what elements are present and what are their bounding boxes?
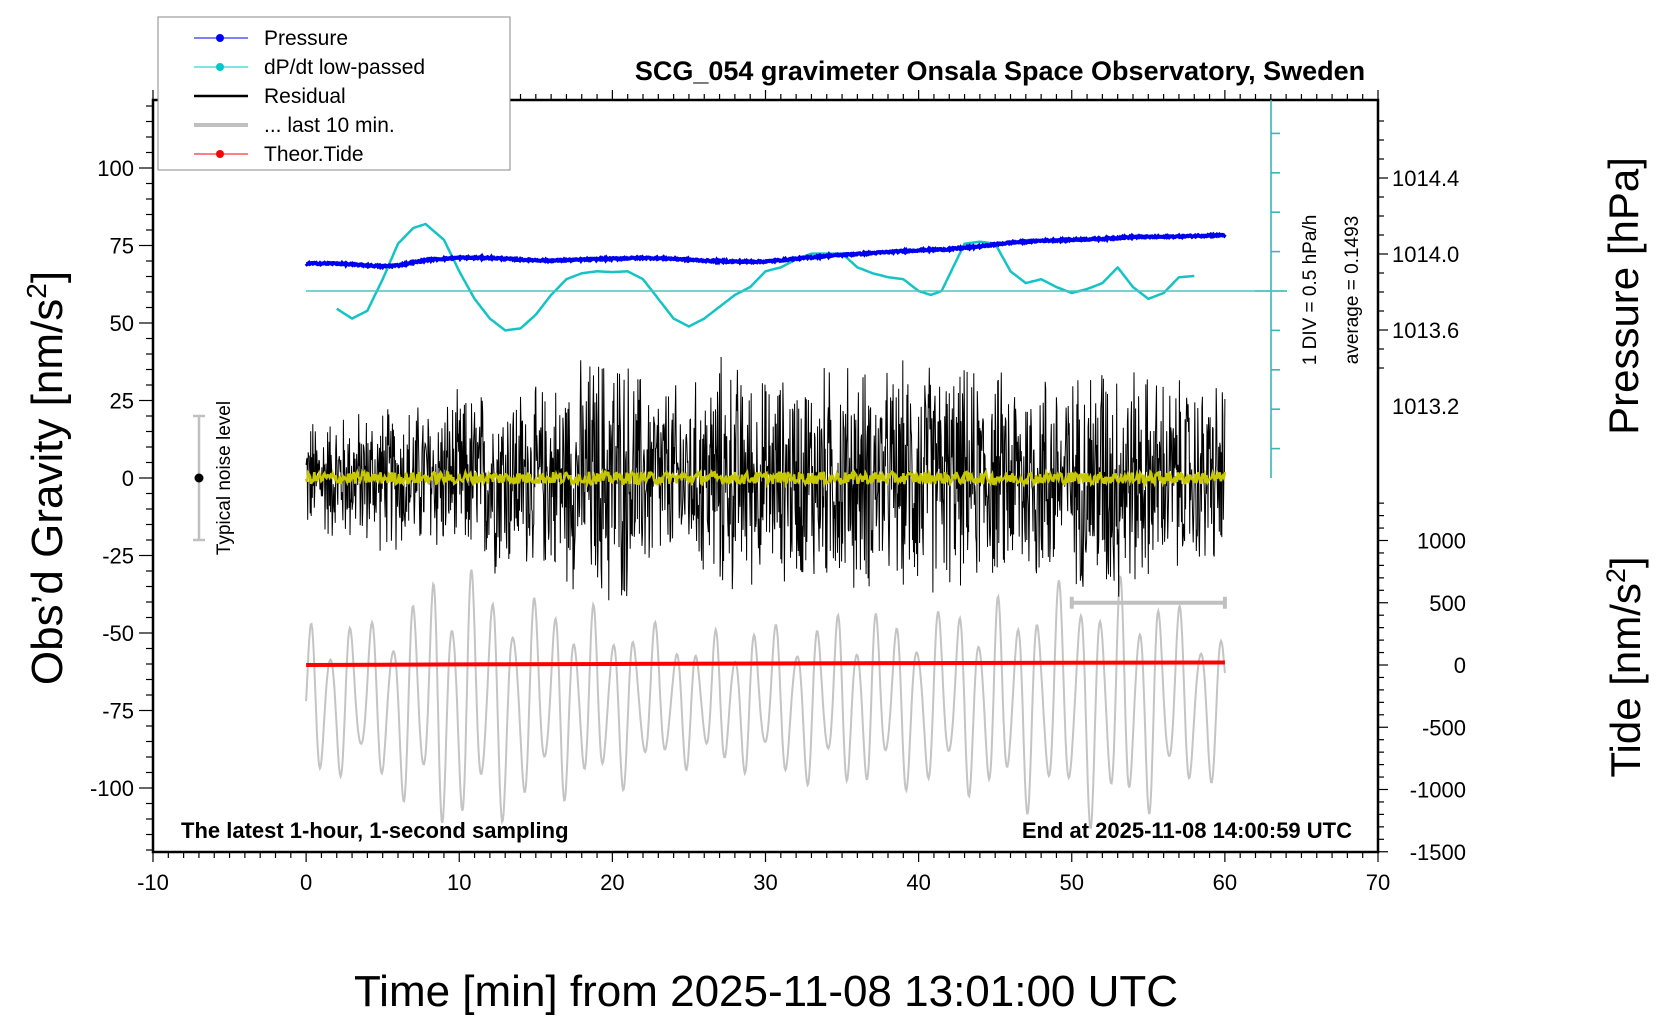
tide-tick-label: 1000	[1417, 529, 1466, 554]
x-axis-title: Time [min] from 2025-11-08 13:01:00 UTC	[354, 967, 1178, 1016]
tide-tick-label: 500	[1429, 591, 1466, 616]
x-tick-label: 50	[1060, 870, 1084, 895]
legend-label: dP/dt low-passed	[264, 56, 425, 79]
dpdt-div-label: 1 DIV = 0.5 hPa/h	[1300, 215, 1321, 366]
y-left-tick-label: -25	[102, 544, 134, 569]
legend-swatch-marker	[216, 150, 224, 158]
series-residual-smoothed	[304, 467, 1227, 489]
last-10-min-line	[305, 569, 1226, 830]
series-dpdt	[336, 222, 1195, 332]
legend-swatch-marker	[216, 63, 224, 71]
noise-level-dot	[194, 473, 204, 483]
y-left-tick-label: -50	[102, 621, 134, 646]
tide-title-main: Tide [nm/s	[1602, 583, 1649, 778]
note-end-time: End at 2025-11-08 14:00:59 UTC	[1022, 818, 1352, 843]
dpdt-line	[336, 222, 1195, 332]
y-left-axis-ticks: 100 75 50 25 0 -25 -50 -75 -100	[90, 105, 153, 851]
tide-tick-label: -1500	[1410, 840, 1466, 865]
noise-level-label: Typical noise level	[214, 401, 235, 555]
pressure-axis-ticks: 1014.4 1014.0 1013.6 1013.2	[1378, 120, 1459, 419]
tide-title-sup: 2	[1601, 568, 1631, 583]
x-tick-label: -10	[137, 870, 169, 895]
y-left-title-sup: 2	[21, 283, 52, 299]
y-left-tick-label: -75	[102, 699, 134, 724]
legend: Pressure dP/dt low-passed Residual ... last…	[157, 16, 511, 171]
x-tick-label: 70	[1366, 870, 1390, 895]
chart-title: SCG_054 gravimeter Onsala Space Observat…	[635, 56, 1365, 86]
dpdt-average-label: average = 0.1493	[1342, 216, 1363, 364]
legend-label: ... last 10 min.	[264, 114, 395, 137]
pressure-tick-label: 1013.2	[1392, 394, 1459, 419]
x-tick-label: 40	[906, 870, 930, 895]
series-last-10-min	[305, 569, 1226, 830]
legend-label: Pressure	[264, 27, 348, 50]
legend-label: Residual	[264, 85, 346, 108]
y-left-tick-label: 25	[110, 389, 134, 414]
y-left-tick-label: 0	[122, 466, 134, 491]
y-left-tick-label: 100	[97, 156, 134, 181]
tide-tick-label: 0	[1454, 653, 1466, 678]
tide-axis-title: Tide [nm/s2]	[1601, 556, 1649, 777]
legend-box	[157, 16, 511, 171]
tide-tick-label: -500	[1422, 715, 1466, 740]
legend-label: Theor.Tide	[264, 143, 364, 166]
x-tick-label: 20	[600, 870, 624, 895]
y-left-title-main: Obs’d Gravity [nm/s	[23, 299, 72, 685]
series-theor-tide	[306, 660, 1225, 667]
tide-title-close: ]	[1602, 556, 1649, 568]
y-left-axis-title: Obs’d Gravity [nm/s2]	[21, 271, 72, 685]
dpdt-axis	[306, 100, 1287, 478]
x-tick-label: 0	[300, 870, 312, 895]
pressure-tick-label: 1014.0	[1392, 242, 1459, 267]
tide-line	[306, 660, 1225, 667]
x-tick-label: 10	[447, 870, 471, 895]
y-left-tick-label: 50	[110, 311, 134, 336]
y-left-tick-label: -100	[90, 776, 134, 801]
legend-swatch-marker	[216, 34, 224, 42]
residual-smoothed-line	[304, 467, 1227, 489]
series-pressure	[304, 231, 1227, 271]
noise-level-marker: Typical noise level	[193, 401, 235, 555]
y-left-tick-label: 75	[110, 234, 134, 259]
last-10-min-bar	[1069, 596, 1227, 609]
x-tick-label: 30	[753, 870, 777, 895]
note-latest-hour: The latest 1-hour, 1-second sampling	[181, 818, 569, 843]
x-tick-label: 60	[1213, 870, 1237, 895]
pressure-tick-label: 1013.6	[1392, 318, 1459, 343]
pressure-line	[304, 231, 1227, 271]
tide-axis-ticks: 1000 500 0 -500 -1000 -1500	[1378, 502, 1466, 865]
y-left-title-close: ]	[23, 271, 72, 283]
pressure-tick-label: 1014.4	[1392, 166, 1459, 191]
pressure-axis-title: Pressure [hPa]	[1600, 157, 1647, 435]
tide-tick-label: -1000	[1410, 778, 1466, 803]
